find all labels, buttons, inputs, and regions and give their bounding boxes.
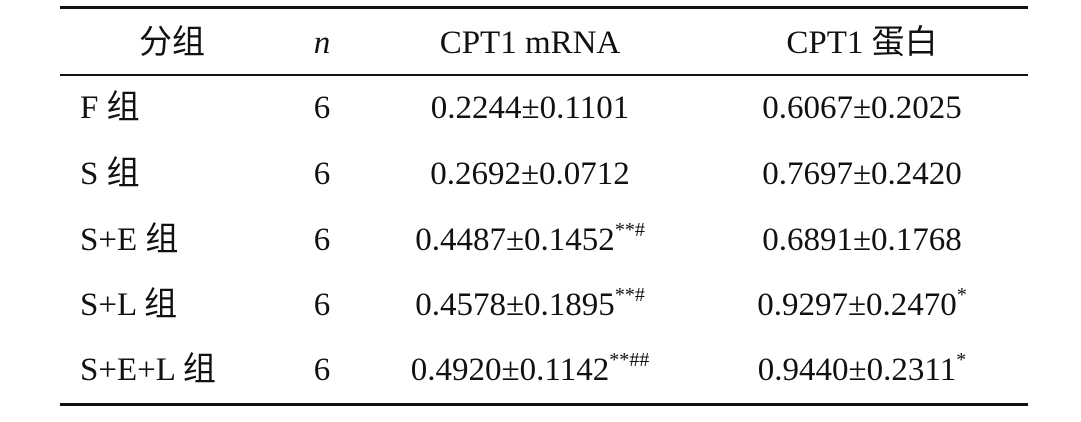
table-cell: 6 xyxy=(314,285,331,325)
table-cell: 6 xyxy=(314,88,331,128)
table-cell: 0.6891±0.1768 xyxy=(762,220,962,260)
table-cell: 0.7697±0.2420 xyxy=(762,154,962,194)
table-cell: S 组 xyxy=(80,154,140,194)
cell-superscript: **# xyxy=(614,284,645,306)
table-cell: 0.6067±0.2025 xyxy=(762,88,962,128)
cell-superscript: * xyxy=(956,284,967,306)
table-cell: S+L 组 xyxy=(80,285,177,325)
header-cell: 分组 xyxy=(139,25,205,61)
table-cell: 0.2244±0.1101 xyxy=(431,88,629,128)
cell-text: 0.9297±0.2470 xyxy=(757,287,957,323)
cell-text: F 组 xyxy=(80,90,140,126)
cell-text: 6 xyxy=(313,287,331,323)
cell-text: 0.4920±0.1142 xyxy=(410,352,610,388)
cell-text: S+E+L 组 xyxy=(80,352,216,388)
header-rule xyxy=(60,74,1028,76)
top-rule xyxy=(60,6,1028,9)
cell-text: 0.6891±0.1768 xyxy=(762,222,962,258)
cell-text: 0.2692±0.0712 xyxy=(430,156,630,192)
cell-text: 0.4578±0.1895 xyxy=(415,287,615,323)
cell-text: 0.2244±0.1101 xyxy=(430,90,630,126)
table-cell: 0.9297±0.2470* xyxy=(757,285,967,325)
cell-text: 0.9440±0.2311 xyxy=(757,352,957,388)
table-cell: 6 xyxy=(314,154,331,194)
header-cell: CPT1 蛋白 xyxy=(786,25,938,61)
cell-text: S 组 xyxy=(80,156,140,192)
header-cell: n xyxy=(313,25,331,61)
table-cell: 6 xyxy=(314,220,331,260)
table-cell: 0.4920±0.1142**## xyxy=(411,350,649,390)
table-cell: 0.9440±0.2311* xyxy=(758,350,966,390)
table-cell: 0.4487±0.1452**# xyxy=(415,220,645,260)
header-cell: CPT1 mRNA xyxy=(439,25,621,61)
cell-superscript: * xyxy=(956,349,967,371)
cell-text: 6 xyxy=(313,156,331,192)
table-cell: 0.4578±0.1895**# xyxy=(415,285,645,325)
cell-text: 6 xyxy=(313,90,331,126)
cell-text: 6 xyxy=(313,352,331,388)
table-cell: 6 xyxy=(314,350,331,390)
cell-text: 0.6067±0.2025 xyxy=(762,90,962,126)
table-cell: F 组 xyxy=(80,88,140,128)
cell-superscript: **# xyxy=(614,219,645,241)
cell-text: S+L 组 xyxy=(80,287,178,323)
table-cell: S+E+L 组 xyxy=(80,350,216,390)
cell-text: 6 xyxy=(313,222,331,258)
table-cell: S+E 组 xyxy=(80,220,178,260)
bottom-rule xyxy=(60,403,1028,406)
cell-text: S+E 组 xyxy=(80,222,179,258)
cell-text: 0.7697±0.2420 xyxy=(762,156,962,192)
cell-text: 0.4487±0.1452 xyxy=(415,222,615,258)
table-cell: 0.2692±0.0712 xyxy=(430,154,630,194)
cell-superscript: **## xyxy=(609,349,650,371)
